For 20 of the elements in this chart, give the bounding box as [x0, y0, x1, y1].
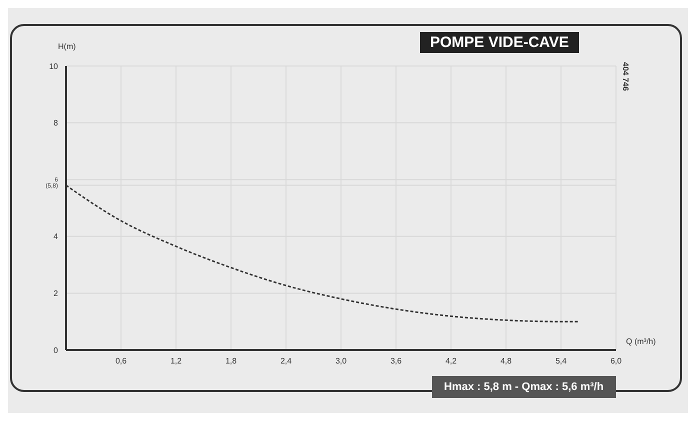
x-tick-label: 4,2 — [445, 356, 458, 366]
x-tick-label: 6,0 — [610, 356, 622, 366]
y-axis-title: H(m) — [58, 42, 76, 51]
y-tick-label: 4 — [54, 232, 59, 242]
text: 404 746 — [621, 62, 630, 91]
x-tick-label: 4,8 — [500, 356, 512, 366]
x-tick-label: 5,4 — [555, 356, 568, 366]
chart-title: POMPE VIDE-CAVE — [420, 32, 579, 53]
text: Hmax : 5,8 m - Qmax : 5,6 m³/h — [432, 376, 616, 398]
x-tick-label: 1,8 — [225, 356, 238, 366]
y-tick-label: 10 — [49, 62, 59, 71]
x-tick-label: 3,0 — [335, 356, 348, 366]
y-tick-label: 2 — [54, 289, 59, 298]
y-tick-label: 8 — [54, 118, 59, 128]
x-axis-title: Q (m³/h) — [626, 337, 656, 346]
x-tick-label: 2,4 — [280, 356, 292, 366]
x-tick-label: 1,2 — [170, 356, 182, 366]
x-tick-label: 0,6 — [115, 356, 128, 366]
x-tick-label: 3,6 — [390, 356, 402, 366]
y-tick-label: 0 — [54, 346, 59, 355]
